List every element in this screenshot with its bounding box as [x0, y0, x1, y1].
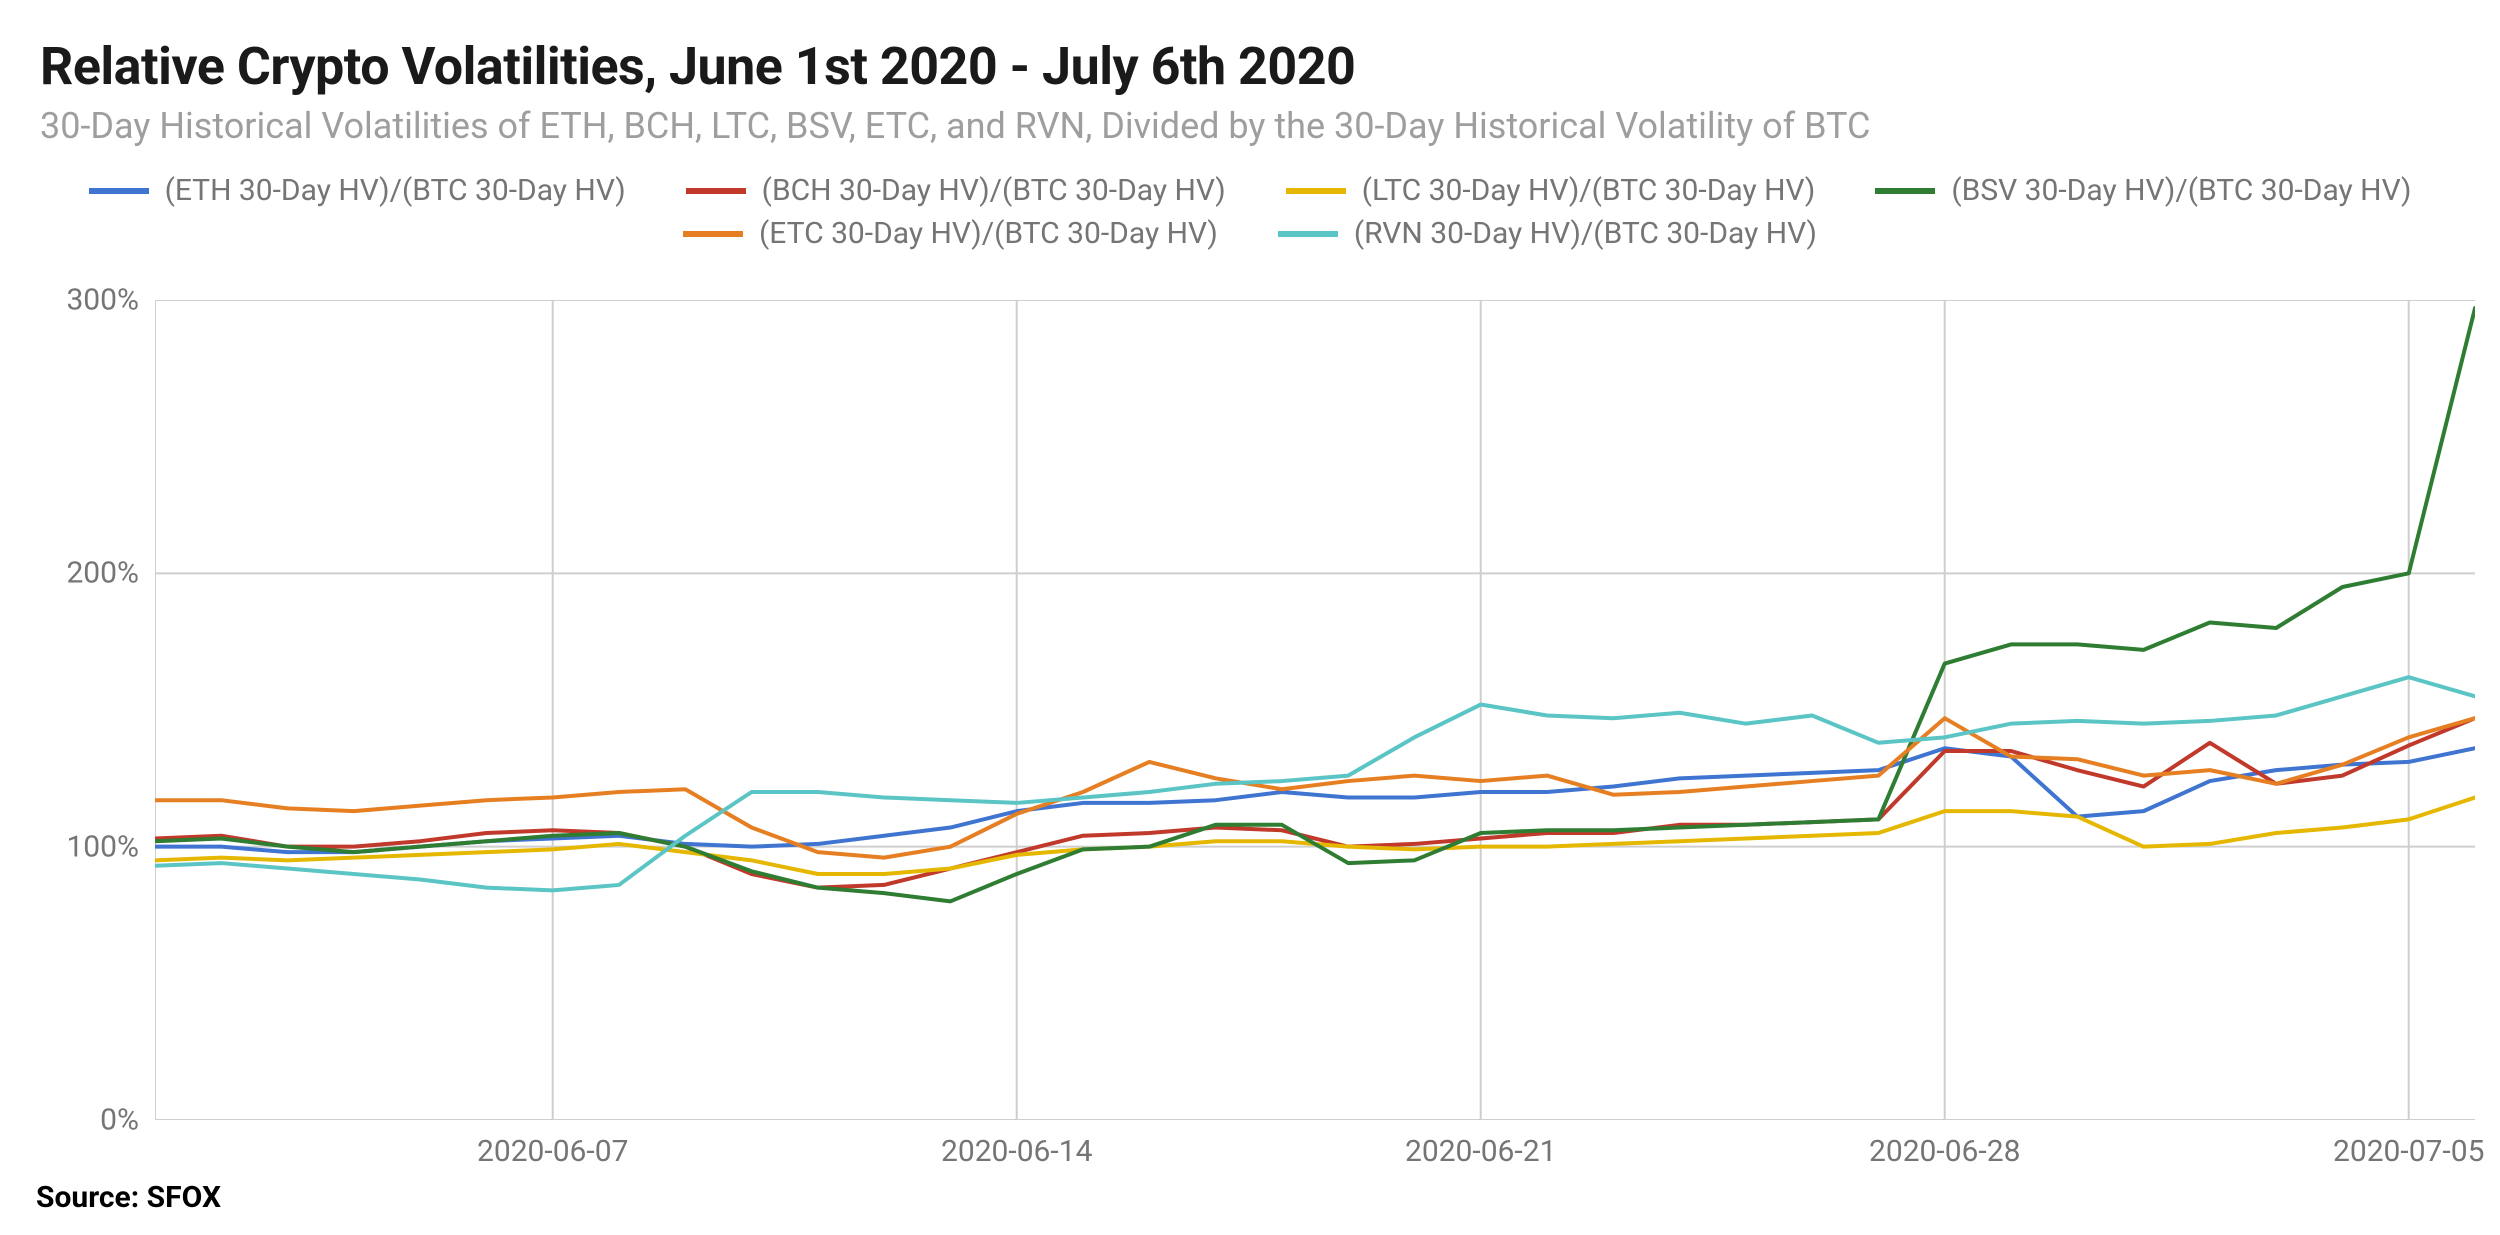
legend-label-bsv: (BSV 30-Day HV)/(BTC 30-Day HV): [1951, 173, 2411, 208]
legend-item-etc: (ETC 30-Day HV)/(BTC 30-Day HV): [683, 216, 1218, 251]
chart-subtitle: 30-Day Historical Volatilities of ETH, B…: [40, 105, 2460, 147]
source-label: Source: SFOX: [36, 1180, 221, 1215]
legend-swatch-bch: [686, 188, 746, 194]
y-tick-label: 100%: [66, 829, 155, 864]
x-tick-label: 2020-06-21: [1405, 1120, 1556, 1169]
legend-label-rvn: (RVN 30-Day HV)/(BTC 30-Day HV): [1354, 216, 1817, 251]
plot-svg: [155, 300, 2475, 1120]
legend-label-ltc: (LTC 30-Day HV)/(BTC 30-Day HV): [1362, 173, 1816, 208]
chart-container: Relative Crypto Volatilities, June 1st 2…: [0, 0, 2500, 1235]
legend-item-ltc: (LTC 30-Day HV)/(BTC 30-Day HV): [1286, 173, 1816, 208]
legend: (ETH 30-Day HV)/(BTC 30-Day HV) (BCH 30-D…: [40, 169, 2460, 255]
legend-swatch-ltc: [1286, 188, 1346, 194]
y-tick-label: 200%: [66, 556, 155, 591]
series-line-bch: [155, 718, 2475, 887]
legend-swatch-rvn: [1278, 231, 1338, 237]
y-tick-label: 300%: [66, 283, 155, 318]
plot-area: 0%100%200%300%2020-06-072020-06-142020-0…: [155, 300, 2475, 1120]
legend-item-eth: (ETH 30-Day HV)/(BTC 30-Day HV): [89, 173, 626, 208]
legend-item-bch: (BCH 30-Day HV)/(BTC 30-Day HV): [686, 173, 1226, 208]
legend-swatch-etc: [683, 231, 743, 237]
legend-swatch-bsv: [1875, 188, 1935, 194]
legend-label-eth: (ETH 30-Day HV)/(BTC 30-Day HV): [165, 173, 626, 208]
legend-item-rvn: (RVN 30-Day HV)/(BTC 30-Day HV): [1278, 216, 1817, 251]
x-tick-label: 2020-07-05: [2333, 1120, 2484, 1169]
legend-swatch-eth: [89, 188, 149, 194]
chart-title: Relative Crypto Volatilities, June 1st 2…: [40, 36, 2460, 97]
x-tick-label: 2020-06-14: [941, 1120, 1092, 1169]
y-tick-label: 0%: [100, 1103, 155, 1138]
series-line-ltc: [155, 797, 2475, 874]
legend-item-bsv: (BSV 30-Day HV)/(BTC 30-Day HV): [1875, 173, 2411, 208]
legend-label-etc: (ETC 30-Day HV)/(BTC 30-Day HV): [759, 216, 1218, 251]
legend-label-bch: (BCH 30-Day HV)/(BTC 30-Day HV): [762, 173, 1226, 208]
x-tick-label: 2020-06-07: [477, 1120, 628, 1169]
x-tick-label: 2020-06-28: [1869, 1120, 2020, 1169]
